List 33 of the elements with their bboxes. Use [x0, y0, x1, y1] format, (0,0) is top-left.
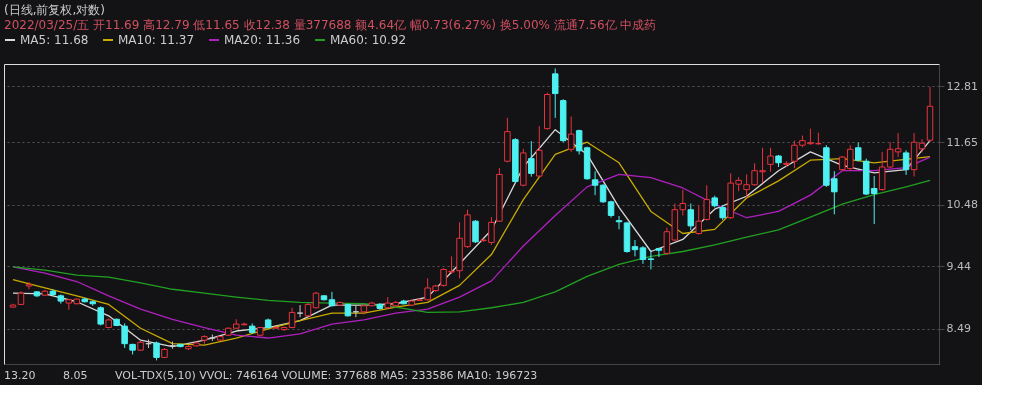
- line-series: [12, 179, 931, 314]
- candlestick: [687, 203, 695, 231]
- candlestick: [647, 249, 655, 270]
- candlestick: [328, 291, 336, 307]
- candlestick: [567, 115, 575, 153]
- candlestick: [25, 281, 33, 290]
- candlestick: [902, 149, 910, 176]
- y-tick-label: 11.65: [946, 135, 978, 149]
- y-tick-label: 10.48: [946, 198, 978, 212]
- legend-label: MA60: 10.92: [330, 33, 407, 47]
- candlestick: [695, 205, 703, 236]
- candlestick: [599, 183, 607, 204]
- candlestick: [591, 170, 599, 196]
- candlestick: [472, 219, 479, 244]
- candlestick: [767, 147, 774, 173]
- y-tick-label: 8.49: [946, 322, 971, 336]
- text: VOL-TDX(5,10) VVOL: 746164 VOLUME: 377688 MA5: 233586 MA10: 196723: [115, 369, 538, 382]
- candlestick: [615, 215, 623, 230]
- candlestick: [551, 67, 559, 119]
- candlestick: [296, 304, 304, 318]
- legend-label: MA10: 11.37: [118, 33, 195, 47]
- text: 8.05: [63, 369, 88, 382]
- candlestick: [631, 239, 639, 257]
- candlestick: [703, 184, 710, 222]
- candlestick: [528, 140, 535, 178]
- legend-label: MA20: 11.36: [224, 33, 301, 47]
- candlestick: [655, 247, 663, 258]
- chart-subtitle: 2022/03/25/五 开11.69 高12.79 低11.65 收12.38 量377688 额4.64亿 幅0.73(6.27%) 换5.00% 流通7.56亿 中成药: [4, 18, 657, 32]
- y-tick-label: 9.44: [946, 259, 971, 273]
- legend-label: MA5: 11.68: [20, 33, 89, 47]
- y-tick-label: 12.81: [946, 79, 978, 93]
- text: 13.20: [4, 369, 36, 382]
- chart-title: (日线,前复权,对数): [4, 3, 105, 17]
